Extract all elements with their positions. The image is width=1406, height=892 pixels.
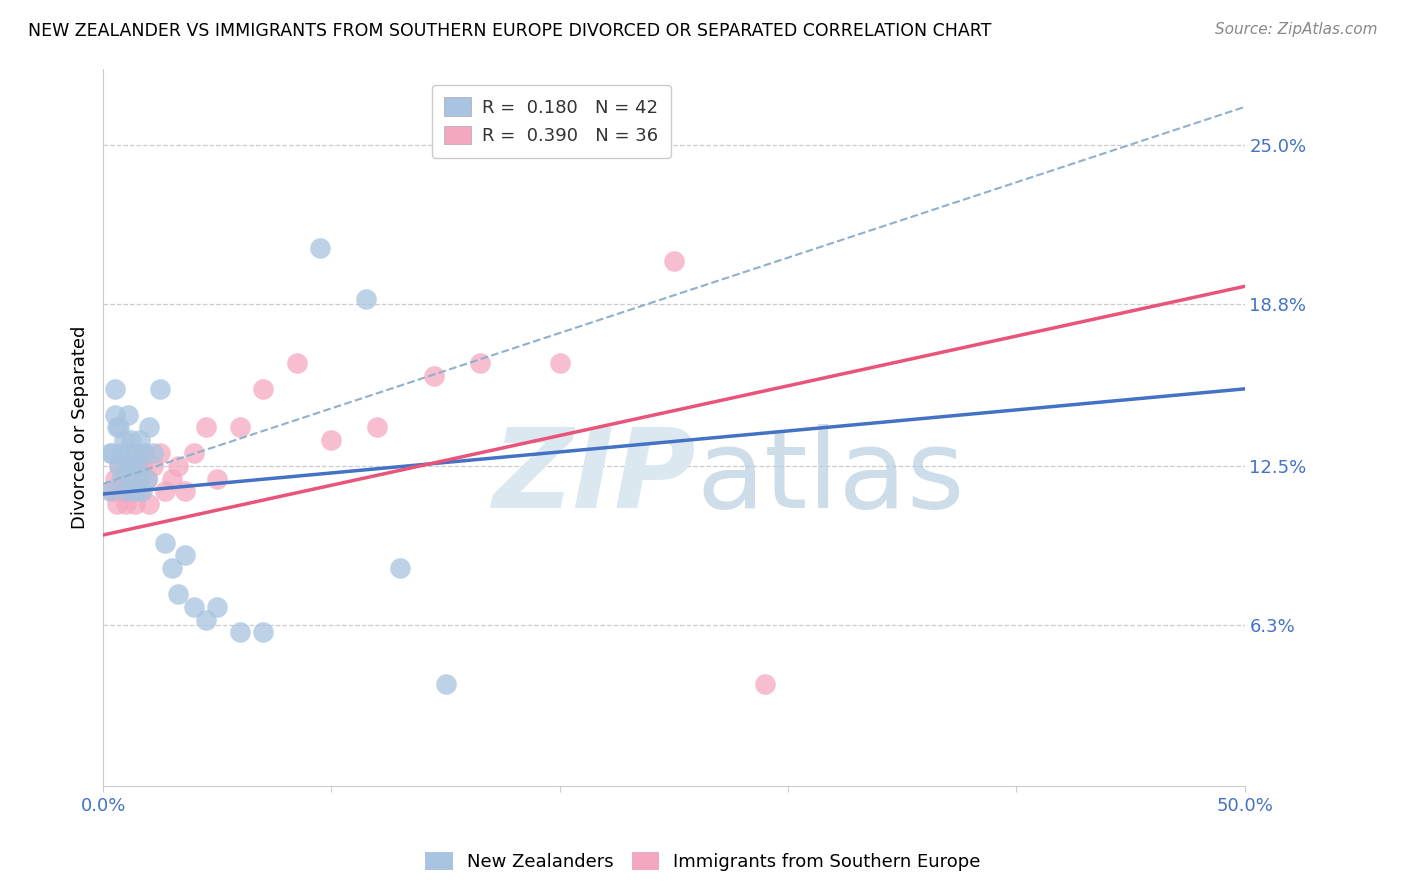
Point	[229, 420, 252, 434]
Point	[120, 433, 142, 447]
Point	[110, 472, 132, 486]
Point	[127, 458, 149, 473]
Point	[128, 433, 150, 447]
Point	[229, 625, 252, 640]
Point	[117, 446, 139, 460]
Point	[115, 458, 138, 473]
Point	[124, 497, 146, 511]
Point	[434, 676, 457, 690]
Point	[167, 458, 190, 473]
Point	[103, 382, 125, 396]
Point	[252, 382, 274, 396]
Point	[135, 472, 157, 486]
Point	[112, 472, 135, 486]
Point	[252, 625, 274, 640]
Point	[105, 420, 128, 434]
Point	[468, 356, 491, 370]
Point	[124, 446, 146, 460]
Y-axis label: Divorced or Separated: Divorced or Separated	[72, 326, 89, 529]
Point	[120, 484, 142, 499]
Legend: R =  0.180   N = 42, R =  0.390   N = 36: R = 0.180 N = 42, R = 0.390 N = 36	[432, 85, 671, 158]
Text: atlas: atlas	[696, 424, 965, 531]
Point	[142, 458, 165, 473]
Point	[131, 484, 153, 499]
Point	[101, 484, 124, 499]
Point	[423, 369, 446, 384]
Point	[115, 497, 138, 511]
Point	[174, 484, 197, 499]
Point	[160, 561, 183, 575]
Point	[138, 420, 160, 434]
Point	[135, 472, 157, 486]
Point	[207, 599, 229, 614]
Point	[115, 484, 138, 499]
Point	[117, 472, 139, 486]
Point	[183, 446, 205, 460]
Point	[134, 446, 156, 460]
Point	[108, 458, 131, 473]
Point	[153, 484, 176, 499]
Point	[124, 484, 146, 499]
Point	[128, 484, 150, 499]
Point	[127, 458, 149, 473]
Point	[121, 458, 143, 473]
Point	[110, 446, 132, 460]
Point	[138, 497, 160, 511]
Text: NEW ZEALANDER VS IMMIGRANTS FROM SOUTHERN EUROPE DIVORCED OR SEPARATED CORRELATI: NEW ZEALANDER VS IMMIGRANTS FROM SOUTHER…	[28, 22, 991, 40]
Point	[388, 561, 411, 575]
Point	[321, 433, 343, 447]
Text: Source: ZipAtlas.com: Source: ZipAtlas.com	[1215, 22, 1378, 37]
Text: ZIP: ZIP	[494, 424, 696, 531]
Point	[108, 420, 131, 434]
Point	[207, 472, 229, 486]
Point	[108, 458, 131, 473]
Point	[754, 676, 776, 690]
Point	[103, 472, 125, 486]
Point	[121, 458, 143, 473]
Point	[110, 484, 132, 499]
Point	[354, 292, 377, 306]
Point	[149, 382, 172, 396]
Point	[174, 549, 197, 563]
Point	[98, 484, 121, 499]
Point	[662, 253, 685, 268]
Point	[131, 458, 153, 473]
Point	[167, 587, 190, 601]
Point	[160, 472, 183, 486]
Point	[285, 356, 308, 370]
Point	[366, 420, 388, 434]
Point	[309, 241, 332, 255]
Point	[194, 420, 217, 434]
Point	[134, 446, 156, 460]
Point	[149, 446, 172, 460]
Point	[183, 599, 205, 614]
Point	[153, 535, 176, 549]
Point	[101, 446, 124, 460]
Point	[103, 408, 125, 422]
Point	[112, 433, 135, 447]
Point	[548, 356, 571, 370]
Point	[120, 472, 142, 486]
Point	[117, 408, 139, 422]
Point	[142, 446, 165, 460]
Point	[194, 613, 217, 627]
Legend: New Zealanders, Immigrants from Southern Europe: New Zealanders, Immigrants from Southern…	[418, 845, 988, 879]
Point	[105, 497, 128, 511]
Point	[128, 472, 150, 486]
Point	[98, 446, 121, 460]
